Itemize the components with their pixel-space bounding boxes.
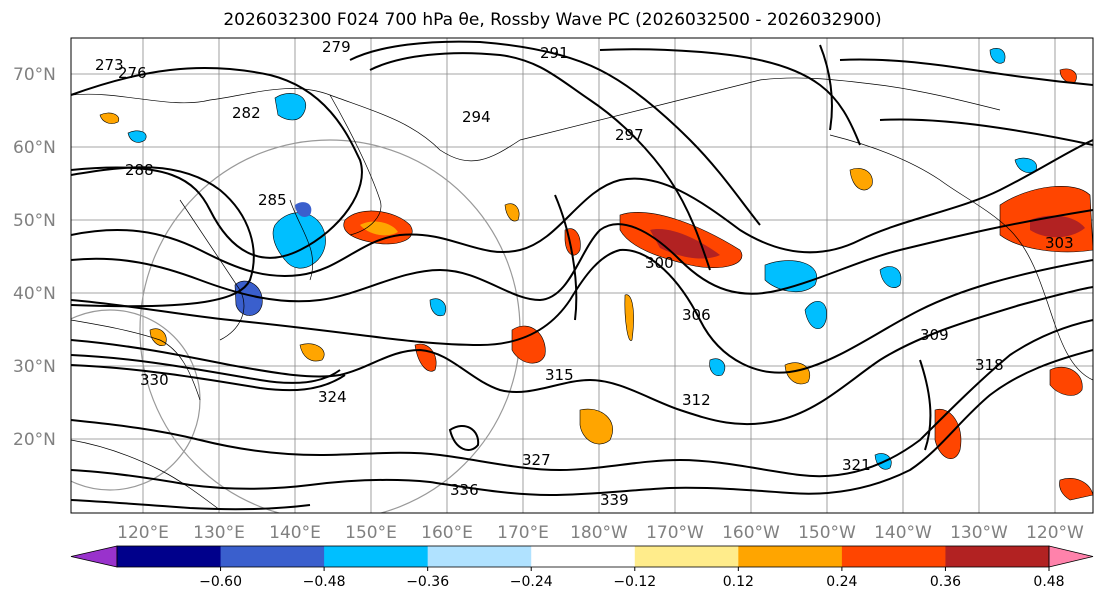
contour-label: 273 xyxy=(95,56,124,74)
contour-label: 324 xyxy=(318,388,347,406)
contour-labels: 273 276 279 282 285 288 291 294 297 300 … xyxy=(95,38,1074,509)
lon-label: 130°W xyxy=(950,523,1008,543)
colorbar-extend-low xyxy=(70,545,118,568)
contour-label: 306 xyxy=(682,306,711,324)
colorbar-segment xyxy=(945,546,1050,567)
colorbar-tick-label: −0.36 xyxy=(406,574,449,590)
colorbar-segment xyxy=(738,546,843,567)
negative-anomalies xyxy=(127,48,1037,470)
coastlines xyxy=(71,77,1093,511)
latitude-labels: 70°N 60°N 50°N 40°N 30°N 20°N xyxy=(13,65,56,450)
lon-label: 120°W xyxy=(1026,523,1084,543)
lon-label: 120°E xyxy=(117,523,169,543)
lon-label: 170°E xyxy=(497,523,549,543)
contour-label: 288 xyxy=(125,161,154,179)
map-frame xyxy=(70,37,1094,514)
contour-label: 321 xyxy=(842,456,871,474)
contour-label: 312 xyxy=(682,391,711,409)
contour-label: 315 xyxy=(545,366,574,384)
lon-label: 140°E xyxy=(269,523,321,543)
contour-label: 303 xyxy=(1045,234,1074,252)
lat-label: 40°N xyxy=(13,284,56,304)
colorbar: −0.60 −0.48 −0.36 −0.24 −0.12 0.12 0.24 0.36 0.4… xyxy=(70,545,1094,590)
colorbar-segment xyxy=(634,546,739,567)
lon-label: 150°E xyxy=(345,523,397,543)
colorbar-tick-label: 0.48 xyxy=(1033,574,1064,590)
contour-label: 309 xyxy=(920,326,949,344)
lon-label: 140°W xyxy=(874,523,932,543)
colorbar-tick-label: 0.12 xyxy=(723,574,754,590)
contour-label: 282 xyxy=(232,104,261,122)
colorbar-tick-label: −0.48 xyxy=(303,574,346,590)
map-panel xyxy=(71,38,1093,513)
lon-label: 160°E xyxy=(421,523,473,543)
colorbar-segment xyxy=(220,546,325,567)
lon-label: 170°W xyxy=(646,523,704,543)
lon-label: 130°E xyxy=(193,523,245,543)
contour-label: 300 xyxy=(645,254,674,272)
contour-label: 291 xyxy=(540,44,569,62)
colorbar-tick-label: 0.36 xyxy=(930,574,961,590)
colorbar-segment xyxy=(324,546,429,567)
lon-label: 180°W xyxy=(570,523,628,543)
lat-label: 30°N xyxy=(13,357,56,377)
longitude-labels: 120°E 130°E 140°E 150°E 160°E 170°E 180°… xyxy=(117,523,1084,543)
colorbar-tick-label: −0.60 xyxy=(199,574,242,590)
lat-label: 20°N xyxy=(13,430,56,450)
colorbar-tick-label: −0.24 xyxy=(510,574,553,590)
colorbar-extend-high xyxy=(1048,545,1094,568)
contour-label: 279 xyxy=(322,38,351,56)
contour-label: 297 xyxy=(615,126,644,144)
lat-label: 50°N xyxy=(13,211,56,231)
contour-label: 285 xyxy=(258,191,287,209)
lon-label: 160°W xyxy=(722,523,780,543)
theta-e-contours xyxy=(71,40,1093,511)
lat-label: 60°N xyxy=(13,138,56,158)
lat-label: 70°N xyxy=(13,65,56,85)
contour-label: 327 xyxy=(522,451,551,469)
colorbar-segment xyxy=(841,546,946,567)
contour-label: 318 xyxy=(975,356,1004,374)
colorbar-tick-label: 0.24 xyxy=(826,574,857,590)
colorbar-tick-label: −0.12 xyxy=(613,574,656,590)
contour-label: 336 xyxy=(450,481,479,499)
colorbar-segment xyxy=(117,546,222,567)
contour-label: 330 xyxy=(140,371,169,389)
contour-label: 276 xyxy=(118,64,147,82)
contour-label: 339 xyxy=(600,491,629,509)
colorbar-segment xyxy=(427,546,532,567)
contour-label: 294 xyxy=(462,108,491,126)
lon-label: 150°W xyxy=(798,523,856,543)
colorbar-segment xyxy=(531,546,636,567)
colorbar-outline xyxy=(116,545,1050,568)
map-title: 2026032300 F024 700 hPa θe, Rossby Wave … xyxy=(223,10,882,30)
